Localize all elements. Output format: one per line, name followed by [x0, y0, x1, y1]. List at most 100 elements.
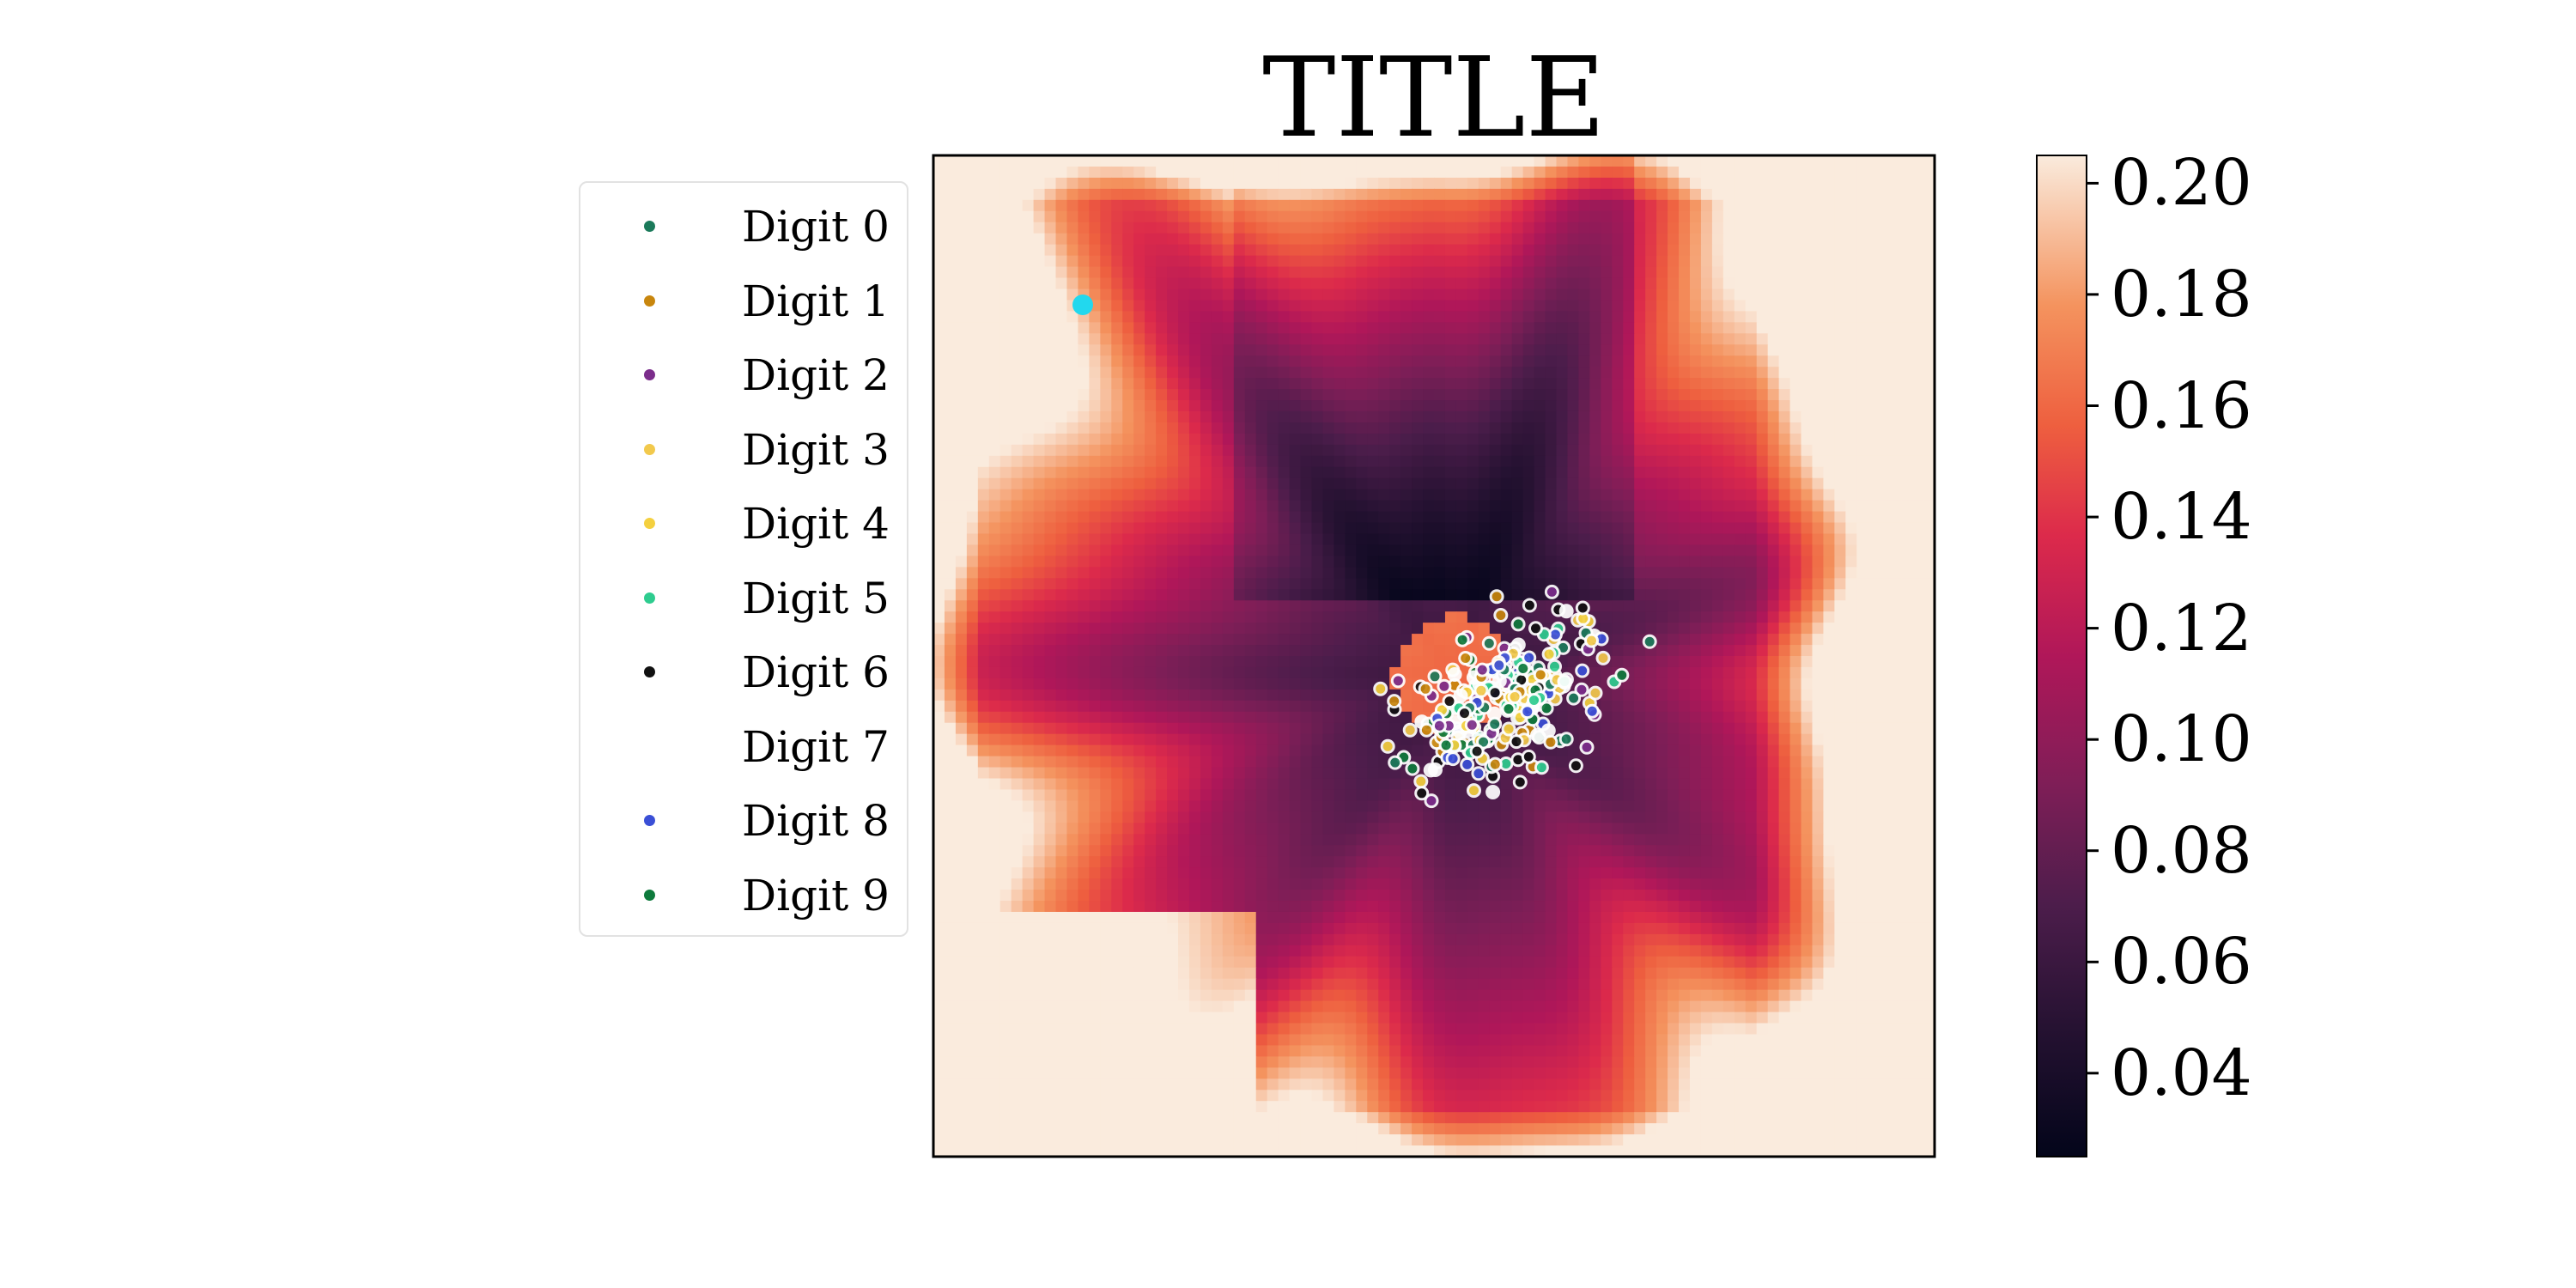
legend-label: Digit 3: [742, 424, 890, 475]
scatter-point: [1424, 793, 1439, 809]
scatter-point: [1473, 683, 1489, 698]
scatter-point: [1469, 744, 1485, 759]
scatter-point: [1540, 723, 1556, 738]
legend-label: Digit 1: [742, 276, 890, 326]
legend-marker: [644, 369, 655, 380]
legend-label: Digit 0: [742, 202, 890, 252]
scatter-point: [1541, 647, 1557, 662]
scatter-point: [1527, 693, 1541, 708]
scatter-point: [1534, 760, 1549, 775]
scatter-point: [1489, 589, 1504, 605]
scatter-point: [1419, 722, 1434, 738]
legend-marker: [644, 815, 655, 826]
colorbar-tick-label: 0.14: [2111, 480, 2252, 555]
scatter-point: [1507, 690, 1522, 704]
scatter-point: [1501, 702, 1516, 717]
scatter-point: [1522, 650, 1537, 665]
colorbar: [2036, 155, 2087, 1157]
scatter-point: [1487, 716, 1503, 732]
scatter-point: [1528, 621, 1543, 636]
scatter-point: [1413, 774, 1429, 789]
scatter-point: [1388, 755, 1403, 770]
scatter-point: [1457, 706, 1472, 721]
scatter-point: [1481, 635, 1497, 651]
colorbar-tick-label: 0.18: [2111, 257, 2252, 331]
legend-marker: [644, 443, 655, 455]
legend-label: Digit 6: [742, 647, 890, 697]
legend-marker: [644, 740, 655, 752]
scatter-point: [1521, 749, 1536, 764]
scatter-point: [1575, 600, 1590, 616]
legend-item: Digit 7: [580, 710, 907, 784]
scatter-point: [1579, 739, 1595, 755]
scatter-point: [1493, 608, 1509, 623]
chart-title: TITLE: [1262, 34, 1606, 162]
legend-item: Digit 2: [580, 338, 907, 412]
colorbar-tick-label: 0.10: [2111, 702, 2252, 777]
colorbar-tick-label: 0.12: [2111, 591, 2252, 665]
scatter-point: [1487, 685, 1503, 701]
legend-label: Digit 9: [742, 870, 890, 920]
scatter-point: [1427, 669, 1443, 684]
scatter-point: [1437, 678, 1452, 694]
scatter-point: [1574, 682, 1589, 697]
scatter-points: [1373, 584, 1657, 809]
scatter-point: [1387, 694, 1402, 709]
scatter-point: [1405, 761, 1420, 776]
colorbar-tick-label: 0.04: [2111, 1036, 2252, 1110]
scatter-point: [1558, 732, 1574, 747]
scatter-point: [1558, 675, 1573, 690]
legend-item: Digit 1: [580, 264, 907, 338]
scatter-point: [1467, 783, 1481, 799]
scatter-point: [1471, 766, 1486, 781]
heatmap: [933, 155, 1935, 1157]
legend-item: Digit 0: [580, 190, 907, 264]
scatter-point: [1642, 634, 1657, 649]
scatter-point: [1492, 658, 1507, 673]
legend-label: Digit 7: [742, 721, 890, 772]
legend-marker: [644, 221, 655, 232]
legend-marker: [644, 666, 655, 677]
legend-label: Digit 2: [742, 350, 890, 400]
scatter-point: [1584, 703, 1600, 719]
scatter-point: [1423, 762, 1438, 778]
legend-item: Digit 6: [580, 635, 907, 709]
scatter-point: [1510, 617, 1526, 632]
legend-item: Digit 9: [580, 859, 907, 933]
scatter-point: [1520, 704, 1535, 720]
scatter-point: [1474, 662, 1490, 677]
scatter-point: [1512, 775, 1528, 790]
scatter-point: [1614, 667, 1630, 683]
scatter-point: [1442, 694, 1457, 709]
legend: Digit 0 Digit 1 Digit 2 Digit 3 Digit 4 Digit…: [579, 181, 908, 937]
legend-label: Digit 5: [742, 573, 890, 623]
legend-label: Digit 4: [742, 499, 890, 549]
colorbar-tick-label: 0.08: [2111, 813, 2252, 888]
colorbar-ticks: [2087, 181, 2099, 1075]
scatter-point: [1588, 685, 1603, 701]
scatter-point: [1453, 688, 1468, 703]
scatter-point: [1438, 738, 1454, 753]
legend-item: Digit 3: [580, 413, 907, 487]
scatter-point: [1380, 738, 1395, 754]
scatter-point: [1460, 756, 1475, 772]
colorbar-tick-label: 0.20: [2111, 146, 2252, 221]
legend-marker: [644, 889, 655, 901]
legend-item: Digit 4: [580, 487, 907, 561]
scatter-point: [1566, 690, 1582, 706]
scatter-point: [1558, 604, 1574, 619]
scatter-point: [1418, 681, 1433, 696]
scatter-point: [1455, 632, 1470, 647]
scatter-point: [1516, 661, 1531, 676]
scatter-point: [1431, 718, 1447, 733]
scatter-point: [1485, 785, 1501, 799]
scatter-point: [1414, 786, 1430, 801]
scatter-point: [1539, 701, 1554, 716]
scatter-point: [1547, 659, 1562, 674]
scatter-point: [1492, 673, 1507, 689]
legend-label: Digit 8: [742, 796, 890, 846]
legend-item: Digit 5: [580, 562, 907, 635]
scatter-point: [1464, 717, 1479, 732]
scatter-point: [1373, 681, 1388, 696]
